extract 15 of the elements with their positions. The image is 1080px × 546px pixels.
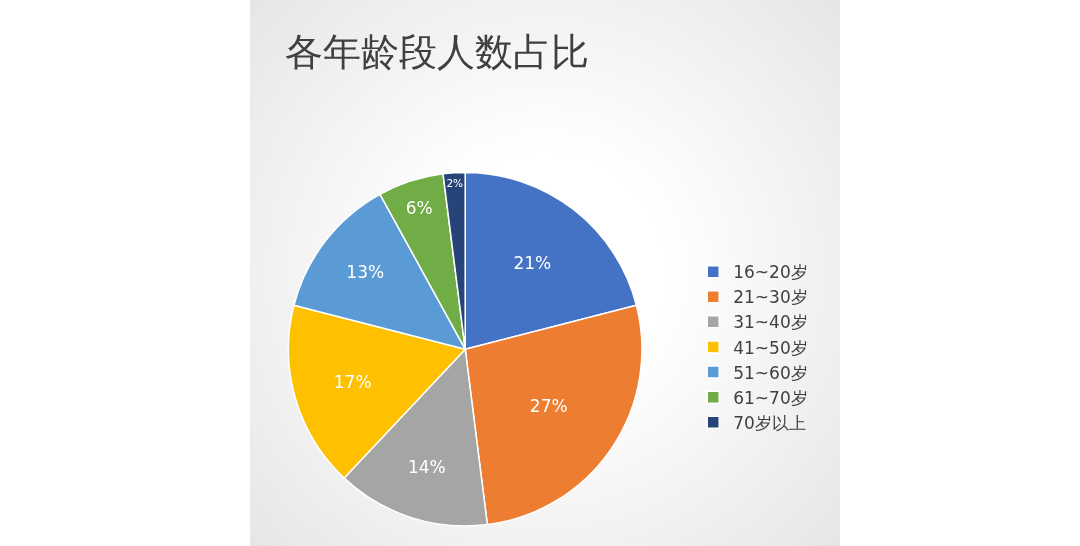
legend-label: 51~60岁 bbox=[733, 362, 808, 383]
data-label: 21% bbox=[513, 252, 552, 273]
legend-label: 31~40岁 bbox=[733, 312, 808, 333]
data-label: 17% bbox=[333, 371, 372, 392]
data-label: 6% bbox=[405, 197, 433, 218]
chart-title: 各年龄段人数占比 bbox=[285, 29, 590, 74]
data-label: 27% bbox=[529, 395, 568, 416]
legend-label: 21~30岁 bbox=[733, 287, 808, 308]
legend-label: 61~70岁 bbox=[733, 387, 808, 408]
data-label: 13% bbox=[346, 261, 385, 282]
data-label: 14% bbox=[407, 457, 446, 478]
legend-label: 70岁以上 bbox=[733, 412, 806, 433]
data-label: 2% bbox=[446, 176, 464, 189]
legend-label: 41~50岁 bbox=[733, 337, 808, 358]
legend-label: 16~20岁 bbox=[733, 262, 808, 283]
